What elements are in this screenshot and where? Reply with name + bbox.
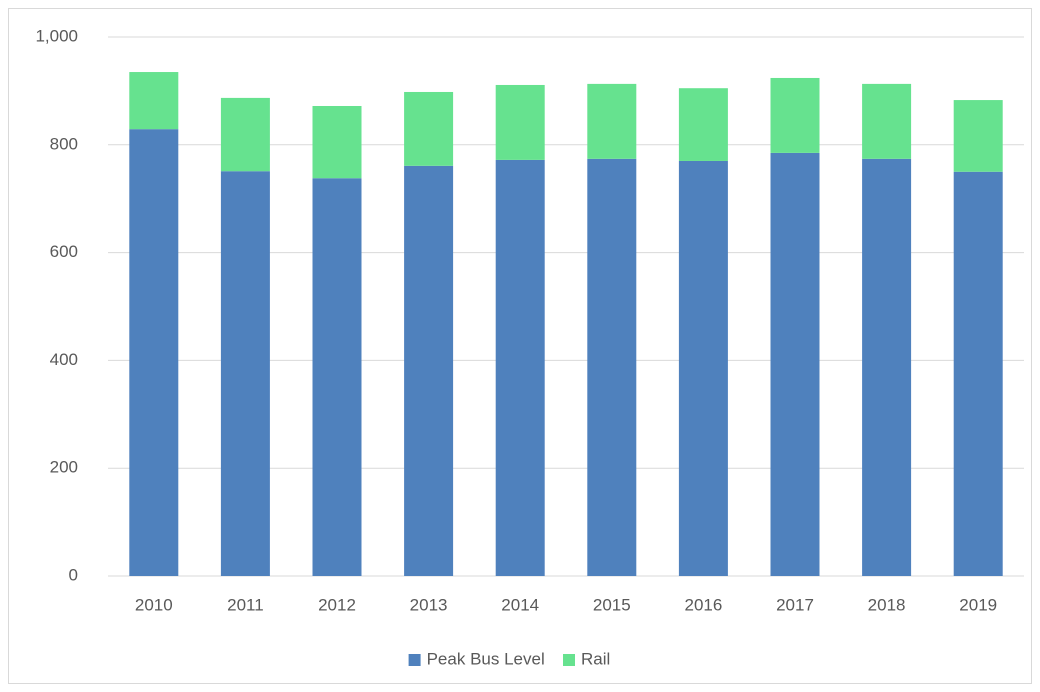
x-tick-label: 2015 (593, 595, 631, 614)
bar-segment (220, 171, 270, 576)
x-tick-label: 2017 (776, 595, 814, 614)
legend-swatch (563, 654, 575, 666)
bar-segment (587, 158, 637, 576)
bar-segment (770, 77, 820, 153)
y-tick-label: 600 (50, 242, 78, 261)
bar-segment (770, 152, 820, 576)
x-tick-label: 2013 (410, 595, 448, 614)
bar-segment (678, 88, 728, 161)
x-tick-label: 2012 (318, 595, 356, 614)
x-tick-label: 2010 (135, 595, 173, 614)
x-tick-label: 2019 (959, 595, 997, 614)
bar-segment (953, 171, 1003, 576)
bar-segment (587, 83, 637, 159)
y-tick-label: 800 (50, 134, 78, 153)
bar-segment (129, 129, 179, 576)
legend-swatch (408, 654, 421, 666)
bar-segment (312, 105, 362, 179)
y-tick-label: 200 (50, 458, 78, 477)
x-tick-label: 2016 (684, 595, 722, 614)
x-tick-label: 2014 (501, 595, 539, 614)
bar-segment (862, 158, 912, 576)
bar-segment (678, 160, 728, 576)
bar-segment (862, 83, 912, 159)
bar-segment (129, 72, 179, 130)
bar-segment (953, 100, 1003, 172)
bar-segment (404, 165, 454, 577)
legend-label: Peak Bus Level (427, 649, 545, 668)
bar-segment (495, 84, 545, 160)
x-tick-label: 2011 (227, 595, 264, 614)
x-tick-label: 2018 (868, 595, 906, 614)
y-tick-label: 400 (50, 350, 78, 369)
y-tick-label: 1,000 (35, 26, 78, 45)
bar-segment (404, 91, 454, 166)
bar-segment (495, 159, 545, 576)
bar-segment (312, 178, 362, 576)
bar-segment (220, 97, 270, 172)
legend-label: Rail (581, 649, 610, 668)
y-tick-label: 0 (69, 565, 78, 584)
